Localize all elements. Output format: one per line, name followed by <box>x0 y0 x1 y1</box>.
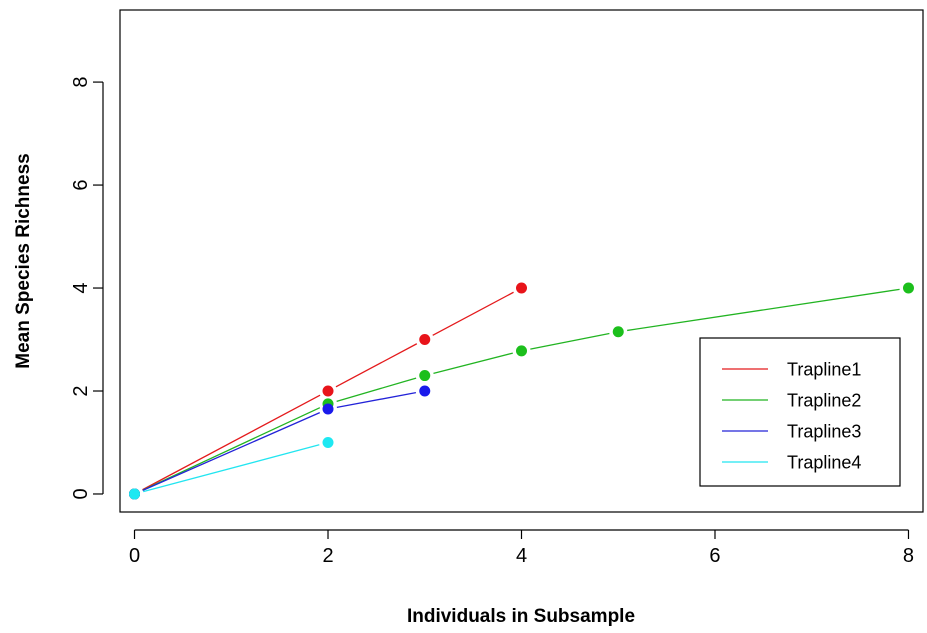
trapline4-point <box>129 488 141 500</box>
y-tick-label: 8 <box>70 77 92 88</box>
x-tick-label: 8 <box>903 545 914 567</box>
y-tick-label: 0 <box>70 488 92 499</box>
y-tick-label: 4 <box>70 282 92 293</box>
legend-label-trapline2: Trapline2 <box>787 390 861 410</box>
trapline2-point <box>516 345 527 357</box>
trapline2-line-segment <box>627 288 900 332</box>
trapline2-line-segment <box>433 352 513 374</box>
y-axis-title: Mean Species Richness <box>13 153 34 368</box>
legend-box <box>699 337 901 487</box>
trapline1-line-segment <box>432 291 514 336</box>
x-tick-label: 0 <box>129 545 140 567</box>
trapline1-point <box>419 334 431 346</box>
trapline1-point <box>516 282 527 294</box>
x-axis: 0 2 4 6 8 <box>129 529 914 567</box>
x-axis-title: Individuals in Subsample <box>407 606 635 627</box>
trapline1-point <box>322 385 334 397</box>
trapline1-line-segment <box>335 343 418 388</box>
trapline2-line-segment <box>530 332 610 350</box>
trapline2-line-segment <box>142 407 321 491</box>
legend-label-trapline4: Trapline4 <box>787 452 861 472</box>
x-tick-label: 2 <box>322 545 333 567</box>
trapline3-line-segment <box>142 412 321 491</box>
trapline2-point <box>612 326 624 338</box>
series-lines <box>142 288 900 493</box>
legend: Trapline1 Trapline2 Trapline3 Trapline4 <box>699 337 901 487</box>
legend-label-trapline1: Trapline1 <box>787 359 861 379</box>
trapline3-point <box>419 385 431 397</box>
x-tick-label: 6 <box>709 545 720 567</box>
x-tick-label: 4 <box>516 545 527 567</box>
y-axis: 0 2 4 6 8 <box>70 77 104 500</box>
trapline2-point <box>902 282 914 294</box>
plot-frame <box>119 9 924 513</box>
trapline3-line-segment <box>336 392 417 409</box>
trapline1-line-segment <box>142 394 321 491</box>
series-points <box>129 282 914 500</box>
trapline4-point <box>322 436 334 448</box>
y-tick-label: 2 <box>70 385 92 396</box>
trapline2-point <box>419 370 431 382</box>
trapline4-line-segment <box>143 444 320 493</box>
trapline2-line-segment <box>336 377 417 402</box>
trapline3-point <box>322 403 334 415</box>
legend-label-trapline3: Trapline3 <box>787 421 861 441</box>
y-tick-label: 6 <box>70 179 92 190</box>
